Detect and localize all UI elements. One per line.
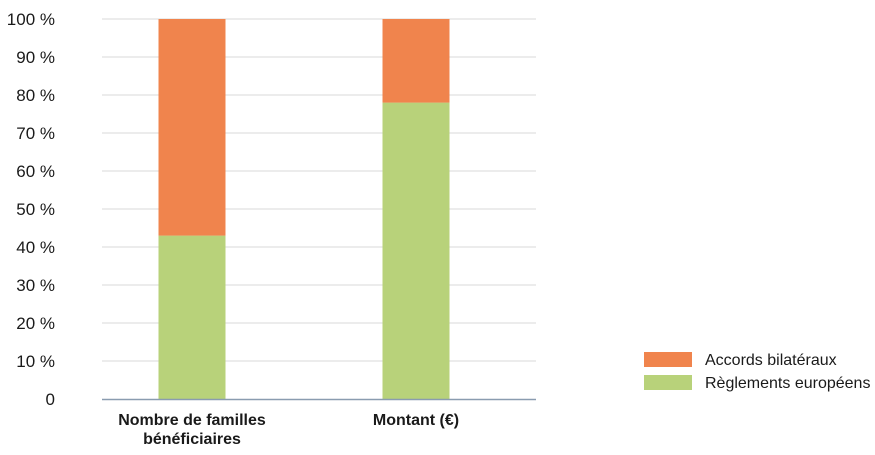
y-tick-label: 10 % xyxy=(16,352,55,371)
y-tick-label: 90 % xyxy=(16,48,55,67)
y-tick-label: 100 % xyxy=(7,10,55,29)
x-axis-category-labels: Nombre de familles bénéficiaires Montant (… xyxy=(118,412,459,448)
bar-segment-reglements xyxy=(158,235,226,399)
y-tick-label: 80 % xyxy=(16,86,55,105)
y-tick-label: 30 % xyxy=(16,276,55,295)
x-category-label: Montant (€) xyxy=(373,412,459,429)
bars xyxy=(158,19,450,399)
legend: Accords bilatéraux Règlements européens xyxy=(644,352,870,392)
bar-segment-reglements xyxy=(382,102,450,399)
legend-swatch xyxy=(644,375,692,390)
bar-segment-accords xyxy=(158,19,226,236)
legend-label: Règlements européens xyxy=(705,375,870,392)
y-tick-label: 0 xyxy=(46,390,55,409)
x-category-label: Nombre de familles bénéficiaires xyxy=(118,412,266,448)
y-tick-label: 70 % xyxy=(16,124,55,143)
y-tick-label: 60 % xyxy=(16,162,55,181)
legend-swatch xyxy=(644,352,692,367)
y-tick-label: 20 % xyxy=(16,314,55,333)
y-tick-label: 40 % xyxy=(16,238,55,257)
bar-segment-accords xyxy=(382,19,450,103)
legend-label: Accords bilatéraux xyxy=(705,352,837,369)
y-axis-tick-labels: 0 10 % 20 % 30 % 40 % 50 % 60 % 70 % 80 % 90 % 100… xyxy=(7,10,55,409)
y-tick-label: 50 % xyxy=(16,200,55,219)
